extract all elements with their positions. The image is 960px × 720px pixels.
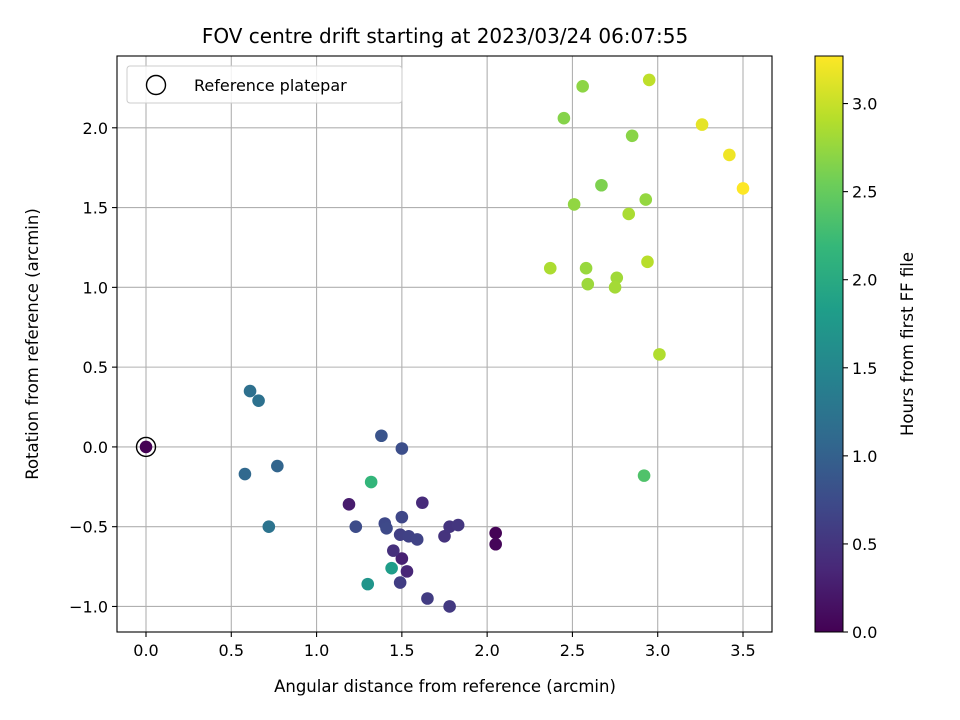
data-point <box>610 271 624 285</box>
data-point <box>736 182 750 195</box>
x-tick-label: 2.5 <box>560 641 585 660</box>
colorbar: 0.0 0.5 1.0 1.5 2.0 2.5 3.0 Hours from first F… <box>814 55 917 642</box>
data-point <box>695 118 709 131</box>
chart-title: FOV centre drift starting at 2023/03/24 … <box>202 24 688 48</box>
data-point <box>271 459 284 473</box>
data-point <box>342 498 356 511</box>
legend-entry-reference: Reference platepar <box>194 76 347 95</box>
data-point <box>438 529 451 543</box>
data-point <box>443 600 456 613</box>
x-tick-label: 0.0 <box>133 641 158 660</box>
reference-platepar-marker <box>135 436 157 458</box>
data-point <box>361 577 375 591</box>
data-point <box>451 518 465 532</box>
data-point <box>395 442 409 455</box>
data-point <box>139 440 153 454</box>
y-tick-label: −1.0 <box>69 597 108 616</box>
legend-box <box>126 65 403 104</box>
data-point <box>639 193 653 206</box>
y-tick-label: −0.5 <box>69 518 108 537</box>
colorbar-tick-label: 1.0 <box>852 447 877 466</box>
data-point <box>349 520 363 533</box>
x-axis-label: Angular distance from reference (arcmin) <box>274 677 616 696</box>
colorbar-tick-label: 1.5 <box>852 359 877 378</box>
data-point <box>243 384 257 398</box>
data-point <box>395 510 409 524</box>
data-points <box>135 73 750 613</box>
data-point <box>416 496 429 510</box>
data-point <box>625 129 639 143</box>
x-tick-label: 2.0 <box>474 641 499 660</box>
colorbar-ticks: 0.0 0.5 1.0 1.5 2.0 2.5 3.0 <box>843 95 877 642</box>
data-point <box>489 526 502 540</box>
data-point <box>421 592 434 605</box>
colorbar-tick-label: 3.0 <box>852 95 877 114</box>
y-axis-ticks: −1.0 −0.5 0.0 0.5 1.0 1.5 2.0 <box>69 119 117 616</box>
data-point <box>567 198 581 211</box>
data-point <box>653 348 666 361</box>
data-point <box>385 561 398 575</box>
y-tick-label: 1.0 <box>83 278 108 297</box>
data-point <box>387 544 400 557</box>
x-tick-label: 3.5 <box>730 641 755 660</box>
data-point <box>642 73 656 87</box>
data-point <box>595 178 608 192</box>
x-tick-label: 3.0 <box>645 641 670 660</box>
data-point <box>410 533 424 546</box>
x-tick-label: 0.5 <box>219 641 244 660</box>
legend: Reference platepar <box>126 65 403 104</box>
y-tick-label: 0.5 <box>83 358 108 377</box>
x-tick-label: 1.5 <box>389 641 414 660</box>
data-point <box>238 467 252 481</box>
data-point <box>489 537 502 551</box>
y-tick-label: 0.0 <box>83 438 108 457</box>
data-point <box>723 148 736 162</box>
y-tick-label: 1.5 <box>83 199 108 218</box>
x-axis-ticks: 0.0 0.5 1.0 1.5 2.0 2.5 3.0 3.5 <box>133 632 756 660</box>
data-point <box>579 261 593 275</box>
colorbar-gradient <box>814 55 844 633</box>
data-point <box>608 281 622 294</box>
data-point <box>380 521 393 535</box>
data-point <box>252 394 265 407</box>
data-point <box>375 429 388 443</box>
data-point <box>364 475 378 489</box>
grid <box>117 56 772 632</box>
data-point <box>641 255 654 269</box>
colorbar-tick-label: 2.0 <box>852 271 877 290</box>
data-point <box>637 469 651 482</box>
data-point <box>576 80 589 93</box>
data-point <box>393 576 407 589</box>
plot-frame <box>116 55 773 633</box>
colorbar-tick-label: 0.0 <box>852 623 877 642</box>
y-axis-label: Rotation from reference (arcmin) <box>23 208 42 480</box>
colorbar-tick-label: 2.5 <box>852 183 877 202</box>
colorbar-tick-label: 0.5 <box>852 535 877 554</box>
data-point <box>400 565 414 578</box>
colorbar-label: Hours from first FF file <box>898 252 917 436</box>
legend-marker-reference <box>145 74 167 96</box>
data-point <box>262 520 276 533</box>
y-tick-label: 2.0 <box>83 119 108 138</box>
x-tick-label: 1.0 <box>304 641 329 660</box>
data-point <box>557 111 571 125</box>
data-point <box>395 552 409 565</box>
data-point <box>622 207 636 221</box>
data-point <box>543 261 557 275</box>
data-point <box>581 277 595 291</box>
